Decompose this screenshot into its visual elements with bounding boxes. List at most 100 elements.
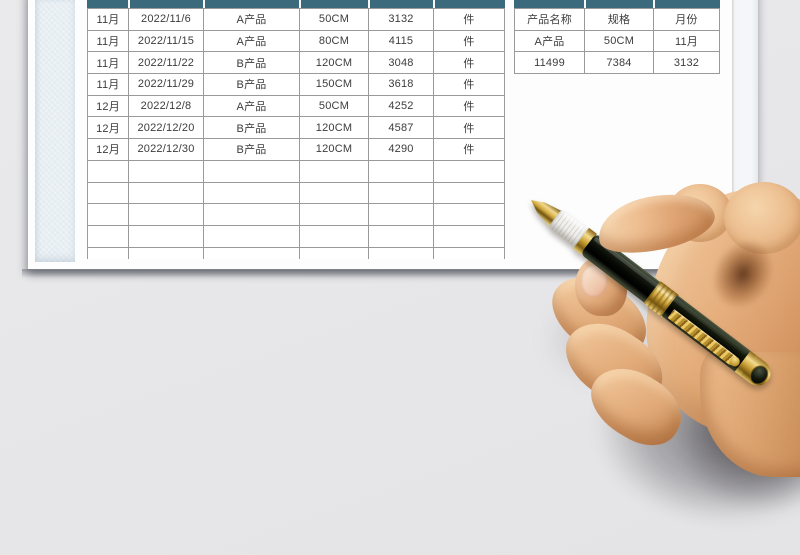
table-cell: [434, 204, 505, 226]
sales-table-body: 11月 2022/11/6 A产品 50CM 3132 件 11月 2022/11/15 A产品…: [87, 9, 505, 259]
pen-jewel: [746, 361, 772, 389]
table-header-row: 产品名称 规格 月份: [515, 9, 720, 31]
column-separator: [433, 0, 435, 8]
table-cell: [369, 160, 434, 183]
table-cell: [434, 182, 505, 205]
table-cell: 50CM: [300, 9, 369, 31]
table-cell: 120CM: [300, 139, 369, 161]
table-cell: 12月: [88, 139, 129, 161]
table-cell: 3618: [369, 74, 434, 96]
column-separator: [653, 0, 655, 8]
table-cell: 11月: [88, 52, 129, 75]
table-empty-row: [88, 225, 505, 248]
summary-table: 产品名称 规格 月份 A产品 50CM 11月 11499 7384 3132: [514, 0, 720, 75]
table-cell: [434, 160, 505, 183]
table-cell: 11月: [88, 9, 129, 31]
table-cell: B产品: [204, 52, 300, 75]
table-cell: 3048: [369, 52, 434, 75]
table-cell: 12月: [88, 117, 129, 140]
table-cell: A产品: [204, 9, 300, 31]
table-cell: [88, 247, 129, 259]
pen-clip: [667, 309, 740, 368]
table-row: 11月 2022/11/29 B产品 150CM 3618 件: [88, 74, 505, 96]
table-cell: [129, 247, 204, 259]
table-cell: 2022/11/29: [129, 74, 204, 96]
table-cell: A产品: [515, 30, 585, 53]
table-cell: 件: [434, 52, 505, 75]
table-cell: B产品: [204, 74, 300, 96]
table-cell: 11月: [88, 30, 129, 53]
table-cell: [434, 247, 505, 259]
table-cell: 120CM: [300, 52, 369, 75]
sales-record-table: 11月 2022/11/6 A产品 50CM 3132 件 11月 2022/11/15 A产品…: [87, 0, 505, 259]
pen-tail: [740, 355, 776, 391]
table-cell: [204, 247, 300, 259]
table-cell: [300, 247, 369, 259]
table-cell: 4587: [369, 117, 434, 140]
table-cell: [204, 204, 300, 226]
table-cell: [369, 204, 434, 226]
table-cell: [129, 160, 204, 183]
table-cell: [434, 225, 505, 248]
table-cell: [300, 182, 369, 205]
summary-table-body: 产品名称 规格 月份 A产品 50CM 11月 11499 7384 3132: [514, 9, 720, 75]
table-cell: [88, 204, 129, 226]
table-cell: 4115: [369, 30, 434, 53]
table-row: A产品 50CM 11月: [515, 30, 720, 53]
table-cell: 件: [434, 139, 505, 161]
column-separator: [584, 0, 586, 8]
table-cell: 11月: [654, 30, 720, 53]
table-empty-row: [88, 160, 505, 183]
table-cell: 3132: [654, 52, 720, 75]
table-row: 12月 2022/12/20 B产品 120CM 4587 件: [88, 117, 505, 140]
table-cell: 2022/12/20: [129, 117, 204, 140]
table-cell: 7384: [585, 52, 654, 75]
table-cell: 规格: [585, 9, 654, 31]
table-cell: [300, 204, 369, 226]
table-cell: [88, 160, 129, 183]
pen-cap: [661, 295, 751, 372]
wrist: [700, 352, 800, 477]
table-cell: [300, 160, 369, 183]
table-cell: 2022/12/30: [129, 139, 204, 161]
column-separator: [128, 0, 130, 8]
ring-finger: [551, 307, 677, 421]
table-cell: [204, 160, 300, 183]
paper-texture-strip: [35, 0, 75, 262]
pen-tail-ring: [734, 350, 757, 377]
table-cell: A产品: [204, 95, 300, 118]
column-separator: [368, 0, 370, 8]
table-cell: 2022/11/6: [129, 9, 204, 31]
table-cell: [204, 225, 300, 248]
table-cell: 件: [434, 117, 505, 140]
table-cell: 2022/11/22: [129, 52, 204, 75]
table-cell: 50CM: [585, 30, 654, 53]
pen-center-band: [643, 280, 680, 318]
table-cell: 50CM: [300, 95, 369, 118]
table-cell: 150CM: [300, 74, 369, 96]
table-row: 12月 2022/12/8 A产品 50CM 4252 件: [88, 95, 505, 118]
table-row: 12月 2022/12/30 B产品 120CM 4290 件: [88, 139, 505, 161]
page-right-edge: [732, 0, 758, 269]
table-cell: [369, 225, 434, 248]
table-empty-row: [88, 204, 505, 226]
table-cell: [204, 182, 300, 205]
table-cell: 2022/12/8: [129, 95, 204, 118]
table-cell: 件: [434, 9, 505, 31]
table-row: 11499 7384 3132: [515, 52, 720, 75]
table-cell: 件: [434, 74, 505, 96]
finger-contact-shadow: [540, 292, 670, 387]
table-cell: [129, 225, 204, 248]
table-cell: [369, 247, 434, 259]
table-cell: 12月: [88, 95, 129, 118]
table-cell: [88, 182, 129, 205]
table-cell: 11月: [88, 74, 129, 96]
table-cell: 4290: [369, 139, 434, 161]
hand-shadow-dark: [676, 390, 800, 510]
table-cell: 3132: [369, 9, 434, 31]
table-cell: [300, 225, 369, 248]
table-cell: B产品: [204, 117, 300, 140]
pinky-finger: [578, 353, 694, 459]
table-cell: 件: [434, 30, 505, 53]
